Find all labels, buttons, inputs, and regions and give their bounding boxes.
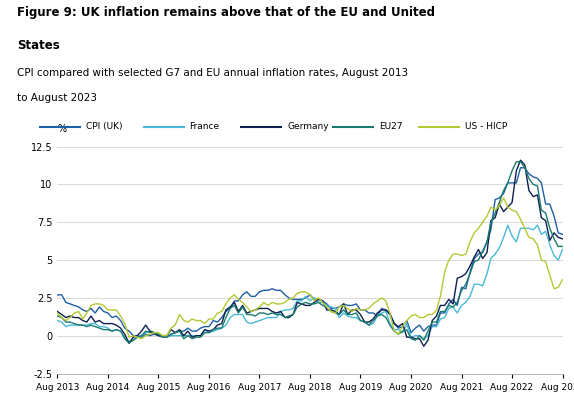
- Text: Germany: Germany: [287, 122, 329, 131]
- Text: %: %: [57, 124, 67, 134]
- Text: to August 2023: to August 2023: [17, 93, 97, 103]
- Text: States: States: [17, 39, 60, 52]
- Text: CPI compared with selected G7 and EU annual inflation rates, August 2013: CPI compared with selected G7 and EU ann…: [17, 68, 408, 78]
- Text: CPI (UK): CPI (UK): [86, 122, 123, 131]
- Text: US - HICP: US - HICP: [465, 122, 507, 131]
- Text: Figure 9: UK inflation remains above that of the EU and United: Figure 9: UK inflation remains above tha…: [17, 6, 435, 19]
- Text: France: France: [189, 122, 219, 131]
- Text: EU27: EU27: [379, 122, 402, 131]
